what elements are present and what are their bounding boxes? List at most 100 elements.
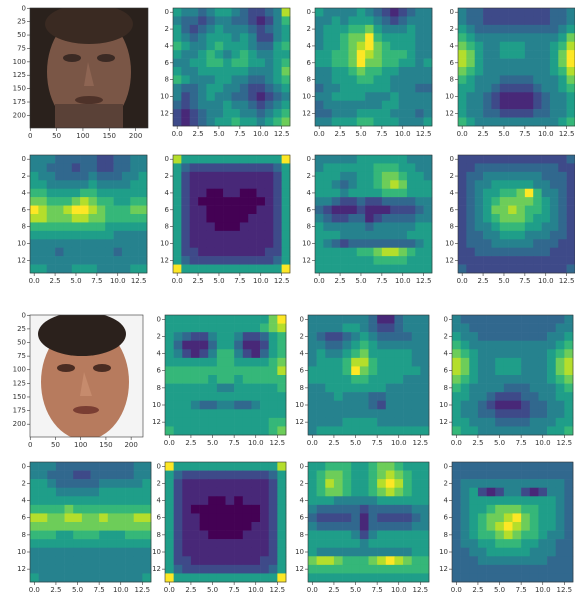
heatmap-cell: [452, 470, 461, 480]
heatmap-cell: [268, 522, 278, 531]
heatmap-cell: [415, 109, 424, 118]
y-tick-label: 4: [444, 497, 449, 505]
heatmap-cell: [564, 332, 574, 342]
heatmap-cell: [529, 340, 539, 350]
heatmap-cell: [373, 171, 383, 181]
heatmap-cell: [555, 426, 565, 436]
heatmap-cell: [460, 513, 470, 523]
heatmap-cell: [242, 392, 252, 402]
heatmap-cell: [333, 366, 343, 376]
heatmap-cell: [225, 349, 235, 359]
heatmap-cell: [165, 539, 174, 549]
heatmap-cell: [406, 50, 416, 59]
heatmap-cell: [208, 504, 218, 514]
heatmap-cell: [495, 340, 505, 350]
heatmap-cell: [273, 163, 282, 173]
heatmap-cell: [206, 155, 216, 164]
heatmap-cell: [491, 58, 501, 68]
heatmap-cell: [452, 487, 461, 497]
heatmap-cell: [348, 24, 358, 34]
x-tick-label: 150: [99, 441, 112, 449]
heatmap-cell: [256, 214, 266, 223]
heatmap-cell: [538, 400, 548, 410]
heatmap-cell: [308, 479, 317, 489]
heatmap-cell: [63, 171, 73, 181]
heatmap-cell: [231, 67, 241, 76]
heatmap-cell: [165, 470, 174, 480]
heatmap-cell: [231, 230, 241, 240]
heatmap-cell: [121, 230, 131, 240]
heatmap-cell: [491, 109, 501, 118]
heatmap-cell: [216, 487, 226, 497]
y-tick-label: 6: [450, 59, 455, 67]
heatmap-cell: [365, 222, 374, 232]
heatmap-cell: [173, 392, 183, 402]
heatmap-cell: [125, 573, 135, 583]
heatmap-cell: [411, 470, 421, 480]
heatmap-cell: [281, 41, 291, 51]
heatmap-cell: [516, 117, 526, 127]
heatmap-cell: [406, 171, 416, 181]
heatmap-cell: [469, 332, 479, 342]
heatmap-cell: [351, 513, 361, 523]
heatmap-cell: [189, 16, 199, 26]
heatmap-cell: [199, 522, 209, 531]
heatmap-cell: [142, 470, 152, 480]
heatmap-cell: [403, 564, 413, 574]
heatmap-cell: [466, 50, 476, 59]
heatmap-cell: [277, 426, 287, 436]
heatmap-cell: [499, 8, 509, 17]
heatmap-cell: [206, 188, 216, 198]
heatmap-cell: [47, 573, 57, 583]
heatmap-cell: [281, 230, 291, 240]
heatmap-cell: [208, 417, 218, 427]
heatmap-cell: [256, 109, 266, 118]
heatmap-cell: [555, 556, 565, 566]
heatmap-cell: [538, 392, 548, 402]
heatmap-cell: [315, 33, 324, 43]
heatmap-cell: [46, 230, 56, 240]
heatmap-cell: [508, 100, 517, 110]
heatmap-cell: [491, 239, 501, 249]
heatmap-cell: [547, 417, 557, 427]
heatmap-cell: [63, 163, 73, 173]
heatmap-cell: [356, 264, 366, 274]
y-tick-label: 12: [17, 256, 26, 264]
heatmap-cell: [121, 247, 131, 257]
heatmap-cell: [268, 496, 278, 506]
heatmap-cell: [385, 470, 395, 480]
heatmap-cell: [105, 180, 114, 190]
heatmap-cell: [564, 315, 574, 324]
heatmap-cell: [80, 155, 89, 164]
heatmap-cell: [99, 479, 109, 489]
heatmap-cell: [190, 340, 200, 350]
heatmap-cell: [466, 163, 476, 173]
heatmap-cell: [239, 197, 249, 206]
heatmap-cell: [333, 539, 343, 549]
heatmap-cell: [189, 205, 199, 215]
heatmap-cell: [385, 366, 395, 376]
heatmap-cell: [323, 58, 333, 68]
heatmap-cell: [381, 33, 391, 43]
heatmap-cell: [549, 247, 559, 257]
heatmap-cell: [423, 163, 433, 173]
heatmap-cell: [420, 556, 430, 566]
heatmap-cell: [214, 50, 224, 59]
heatmap-cell: [524, 180, 534, 190]
heatmap-cell: [524, 239, 534, 249]
heatmap-cell: [398, 247, 408, 257]
heatmap-cell: [381, 67, 391, 76]
heatmap-cell: [268, 392, 278, 402]
heatmap-cell: [315, 180, 324, 190]
heatmap-cell: [564, 366, 574, 376]
heatmap-cell: [216, 323, 226, 333]
heatmap-cell: [239, 58, 249, 68]
heatmap-cell: [381, 239, 391, 249]
heatmap-cell: [533, 75, 542, 85]
heatmap-cell: [516, 188, 526, 198]
heatmap-cell: [331, 83, 341, 93]
heatmap-cell: [71, 163, 81, 173]
heatmap-cell: [173, 547, 183, 557]
heatmap-cell: [198, 264, 207, 274]
heatmap-cell: [486, 315, 496, 324]
